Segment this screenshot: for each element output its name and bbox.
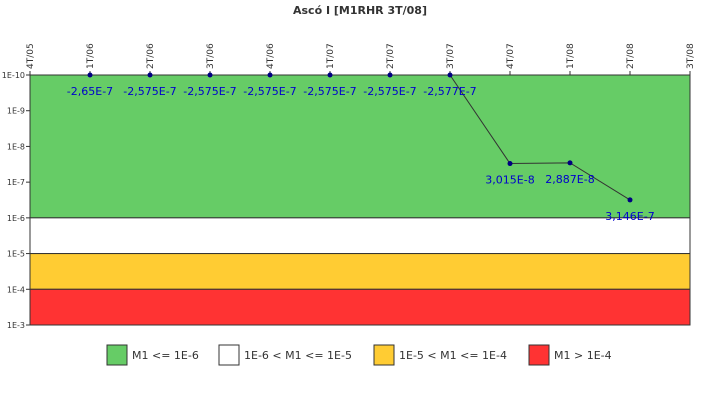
band bbox=[29, 217, 691, 255]
point bbox=[207, 72, 213, 78]
y-tick-label: 1E-7 bbox=[7, 178, 25, 187]
x-tick-label: 2T/06 bbox=[146, 43, 156, 69]
point bbox=[567, 160, 573, 166]
x-tick-label: 1T/08 bbox=[566, 43, 576, 69]
y-tick-label: 1E-6 bbox=[7, 214, 25, 223]
legend-swatch bbox=[528, 344, 550, 366]
point bbox=[627, 197, 633, 203]
point bbox=[87, 72, 93, 78]
legend-label: 1E-6 < M1 <= 1E-5 bbox=[244, 349, 352, 362]
legend-swatch bbox=[106, 344, 128, 366]
point bbox=[267, 72, 273, 78]
y-tick-label: 1E-9 bbox=[7, 107, 25, 116]
x-tick-label: 3T/07 bbox=[446, 43, 456, 69]
x-tick-label: 1T/06 bbox=[86, 43, 96, 69]
x-tick-label: 1T/07 bbox=[326, 43, 336, 69]
value-label: -2,575E-7 bbox=[243, 85, 296, 98]
y-tick-label: 1E-8 bbox=[7, 142, 25, 151]
point bbox=[147, 72, 153, 78]
x-tick-label: 4T/05 bbox=[26, 43, 36, 69]
value-label: 3,015E-8 bbox=[485, 174, 534, 187]
x-tick-label: 4T/06 bbox=[266, 43, 276, 69]
point bbox=[447, 72, 453, 78]
value-label: -2,575E-7 bbox=[123, 85, 176, 98]
value-label: -2,575E-7 bbox=[363, 85, 416, 98]
y-tick-label: 1E-5 bbox=[7, 250, 25, 259]
legend-swatch bbox=[218, 344, 240, 366]
series-line bbox=[90, 74, 631, 201]
point bbox=[507, 161, 513, 167]
legend-swatch bbox=[373, 344, 395, 366]
band bbox=[29, 288, 691, 326]
y-tick-label: 1E-3 bbox=[7, 321, 25, 330]
value-label: -2,575E-7 bbox=[183, 85, 236, 98]
x-tick-label: 3T/08 bbox=[686, 43, 696, 69]
value-label: -2,575E-7 bbox=[303, 85, 356, 98]
x-tick-label: 4T/07 bbox=[506, 43, 516, 69]
chart-title: Ascó I [M1RHR 3T/08] bbox=[293, 4, 427, 17]
y-tick-label: 1E-4 bbox=[7, 285, 25, 294]
value-label: -2,65E-7 bbox=[67, 85, 113, 98]
band bbox=[29, 253, 691, 290]
x-tick-label: 3T/06 bbox=[206, 43, 216, 69]
point bbox=[387, 72, 393, 78]
x-tick-label: 2T/07 bbox=[386, 43, 396, 69]
value-label: 3,146E-7 bbox=[605, 210, 654, 223]
x-tick-label: 2T/08 bbox=[626, 43, 636, 69]
legend-label: 1E-5 < M1 <= 1E-4 bbox=[399, 349, 507, 362]
y-tick-label: 1E-10 bbox=[2, 71, 25, 80]
value-label: 2,887E-8 bbox=[545, 173, 594, 186]
legend-label: M1 > 1E-4 bbox=[554, 349, 612, 362]
point bbox=[327, 72, 333, 78]
value-label: -2,577E-7 bbox=[423, 85, 476, 98]
legend-label: M1 <= 1E-6 bbox=[132, 349, 199, 362]
band bbox=[29, 74, 691, 219]
